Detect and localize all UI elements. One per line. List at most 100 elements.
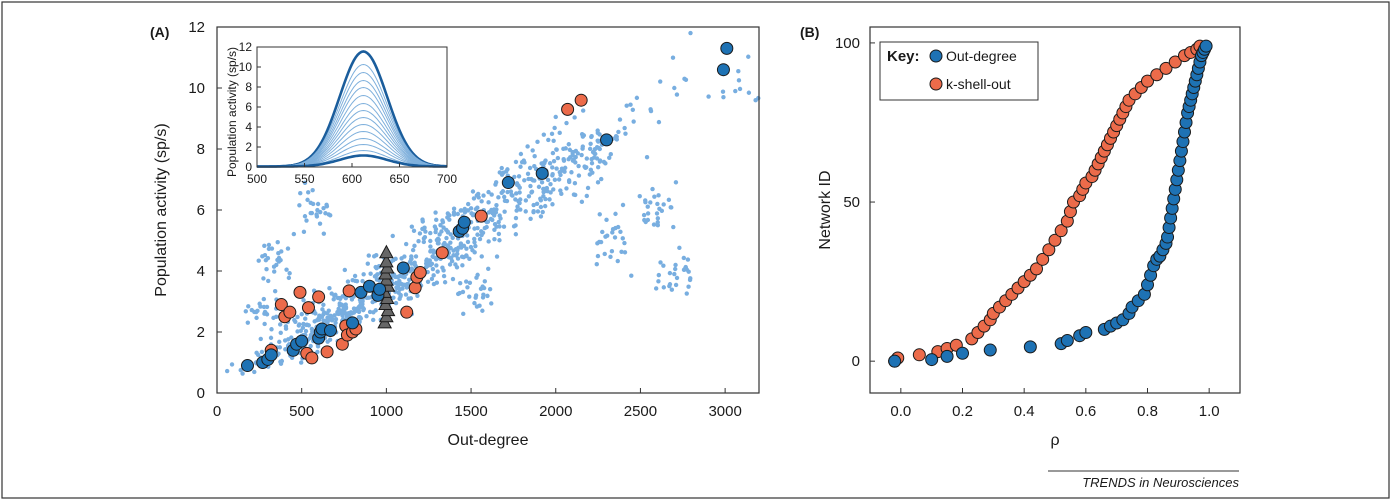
a-x-tick-label: 1500 [454, 403, 487, 420]
cloud-dot [756, 95, 761, 101]
cloud-dot [656, 193, 661, 198]
k-shell-out-marker [408, 281, 422, 295]
cloud-dot [669, 287, 675, 292]
cloud-dot [278, 330, 283, 335]
cloud-dot [555, 155, 561, 161]
cloud-dot [543, 196, 548, 202]
cloud-dot [576, 173, 582, 178]
k-shell-out-marker [312, 290, 326, 304]
out-degree-marker [240, 359, 254, 373]
cloud-dot [302, 214, 308, 219]
cloud-dot [407, 277, 412, 282]
cloud-dot [455, 256, 461, 261]
cloud-dot [547, 161, 553, 166]
out-degree-marker [501, 176, 515, 190]
cloud-dot [683, 77, 689, 82]
cloud-dot [528, 216, 533, 222]
cloud-dot [308, 200, 313, 206]
cloud-dot [579, 199, 585, 205]
cloud-dot [474, 304, 480, 309]
cloud-dot [523, 209, 528, 214]
cloud-dot [323, 211, 328, 216]
cloud-dot [243, 309, 249, 314]
cloud-dot [229, 362, 235, 367]
cloud-dot [435, 269, 440, 274]
cloud-dot [425, 279, 431, 284]
cloud-dot [424, 258, 429, 264]
cloud-dot [305, 197, 310, 203]
cloud-dot [486, 200, 491, 205]
cloud-dot [308, 343, 313, 349]
cloud-dot [643, 200, 648, 205]
cloud-dot [502, 209, 507, 214]
cloud-dot [341, 305, 346, 311]
cloud-dot [746, 54, 751, 59]
b-k-shell-out-marker [912, 348, 926, 362]
cloud-dot [562, 169, 567, 174]
cloud-dot [510, 193, 515, 198]
cloud-dot [301, 298, 306, 303]
cloud-dot [550, 202, 555, 207]
cloud-dot [321, 310, 327, 315]
cloud-dot [408, 296, 414, 301]
cloud-dot [681, 255, 687, 261]
cloud-dot [485, 293, 490, 299]
a-x-tick-label: 2500 [624, 403, 657, 420]
b-y-tick-label: 100 [835, 35, 860, 52]
cloud-dot [431, 273, 436, 278]
k-shell-out-marker [435, 246, 449, 260]
b-k-shell-out-marker [1048, 233, 1062, 247]
cloud-dot [538, 204, 544, 210]
cloud-dot [603, 161, 608, 166]
cloud-dot [338, 296, 343, 302]
cloud-dot [580, 146, 585, 151]
cloud-dot [494, 202, 499, 208]
cloud-dot [530, 148, 535, 153]
cloud-dot [546, 137, 551, 143]
cloud-dot [446, 255, 452, 260]
cloud-dot [428, 238, 433, 244]
cloud-dot [613, 211, 618, 217]
cloud-dot [492, 227, 497, 233]
cloud-dot [360, 298, 365, 303]
cloud-dot [445, 243, 450, 248]
out-degree-marker [396, 261, 410, 275]
a-y-tick-label: 0 [197, 385, 205, 402]
cloud-dot [551, 187, 556, 192]
cloud-dot [238, 367, 243, 373]
cloud-dot [467, 280, 473, 285]
cloud-dot [308, 332, 314, 338]
b-x-tick-label: 0.2 [952, 403, 973, 420]
cloud-dot [367, 309, 373, 315]
cloud-dot [673, 180, 679, 185]
cloud-dot [736, 78, 742, 83]
out-degree-marker [457, 215, 471, 229]
k-shell-out-marker [474, 209, 488, 223]
cloud-dot [599, 176, 604, 182]
b-y-tick-label: 0 [852, 353, 860, 370]
cloud-dot [502, 194, 507, 200]
cloud-dot [480, 230, 486, 235]
cloud-dot [422, 234, 428, 240]
cloud-dot [587, 146, 593, 152]
cloud-dot [428, 244, 433, 249]
cloud-dot [457, 280, 463, 286]
cloud-dot [531, 208, 536, 214]
cloud-dot [259, 349, 265, 355]
cloud-dot [465, 239, 471, 245]
a-y-tick-label: 10 [188, 80, 205, 97]
cloud-dot [468, 206, 474, 211]
cloud-dot [672, 266, 678, 272]
cloud-dot [304, 218, 309, 223]
a-y-tick-label: 4 [197, 263, 205, 280]
cloud-dot [366, 253, 371, 258]
cloud-dot [351, 310, 357, 315]
out-degree-marker [295, 334, 309, 348]
cloud-dot [501, 224, 507, 229]
cloud-dot [277, 322, 283, 327]
cloud-dot [494, 254, 500, 259]
cloud-dot [650, 186, 655, 192]
a-x-tick-label: 0 [213, 403, 221, 420]
cloud-dot [295, 314, 300, 320]
